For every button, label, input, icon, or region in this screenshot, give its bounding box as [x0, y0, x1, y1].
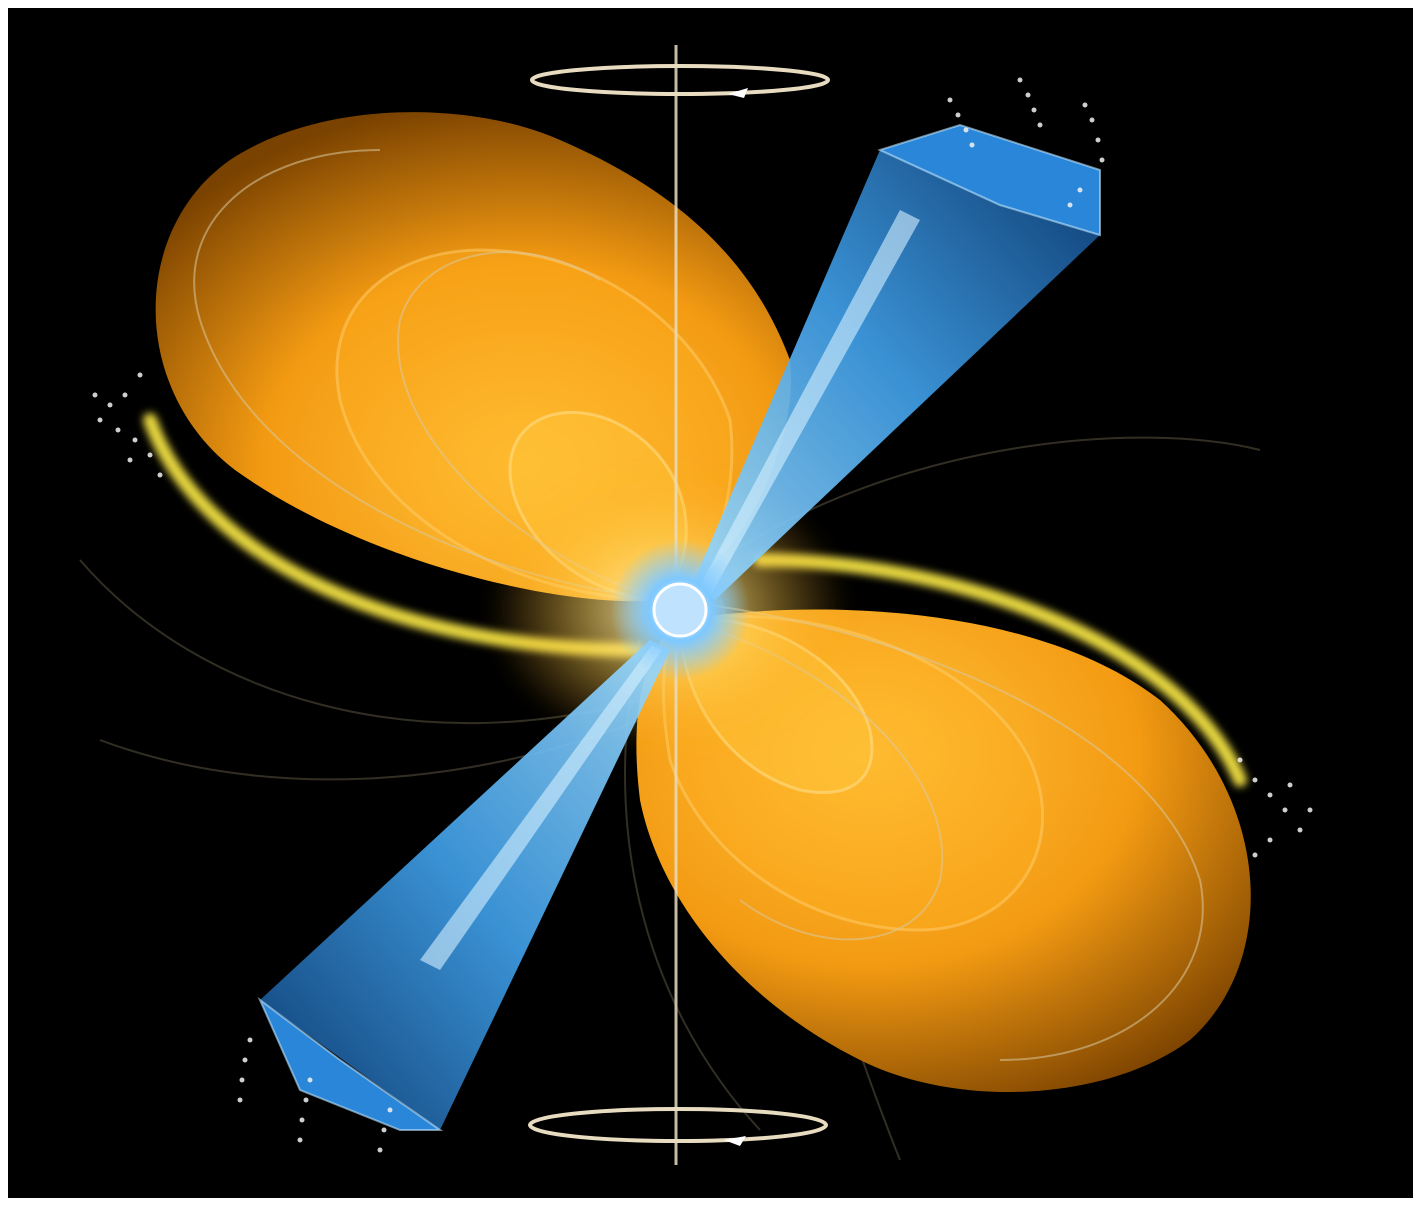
radiation-beam-upper	[690, 123, 1101, 600]
particles-left-lobe	[92, 372, 163, 478]
lobe-shape	[636, 609, 1251, 1093]
particles-lower-beam	[237, 1037, 393, 1153]
particle-streams	[92, 77, 1313, 1153]
neutron-star	[652, 582, 708, 638]
beam-mouth	[877, 123, 1101, 237]
beam-mouth	[257, 996, 444, 1131]
arrowhead-icon	[728, 88, 748, 98]
arrowhead-icon	[724, 1136, 746, 1146]
lobe-yellow-edge	[753, 553, 1247, 787]
particles-right-lobe	[1237, 757, 1313, 858]
particles-upper-beam	[947, 77, 1105, 208]
beam-streak	[420, 645, 662, 970]
radiation-beam-lower	[257, 640, 670, 1131]
beam-streak	[695, 210, 920, 600]
spin-arrow-bottom	[528, 1107, 828, 1146]
spin-arrow-top	[530, 64, 830, 98]
beam-cone	[690, 150, 1100, 600]
